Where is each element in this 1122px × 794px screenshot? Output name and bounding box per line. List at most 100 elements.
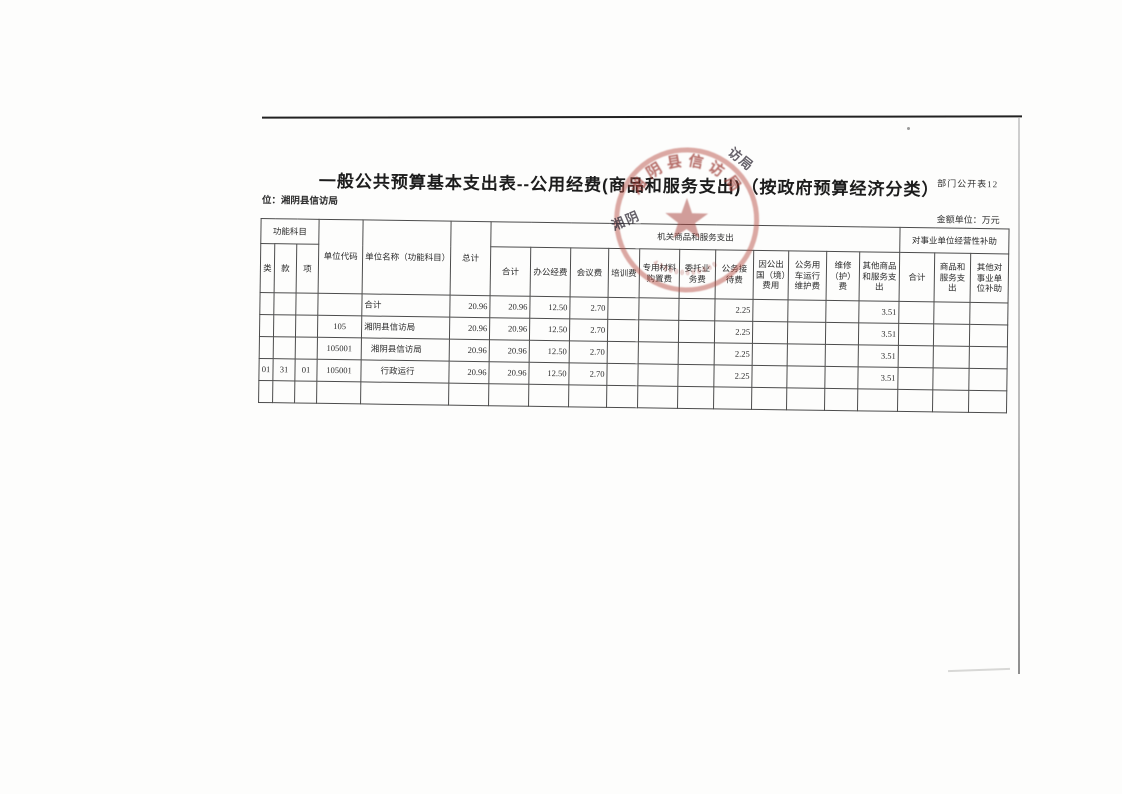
table-cell: 12.50	[529, 296, 571, 319]
table-cell	[932, 389, 969, 413]
table-cell	[787, 343, 826, 367]
table-cell: 01	[258, 358, 274, 381]
table-cell: 合计	[361, 293, 451, 318]
table-cell	[751, 387, 787, 410]
table-cell	[638, 319, 679, 343]
table-cell: 行政运行	[360, 359, 450, 384]
header-org-col: 公务接待费	[715, 249, 754, 300]
table-cell	[258, 380, 273, 403]
table-cell: 2.70	[568, 362, 608, 386]
table-cell: 20.96	[489, 295, 531, 319]
table-cell: 2.25	[713, 364, 753, 388]
header-subsidy-col: 其他对事业单位补助	[970, 253, 1009, 303]
table-cell	[448, 383, 489, 406]
table-cell	[787, 321, 826, 345]
scan-speck	[907, 127, 910, 130]
table-cell	[259, 314, 274, 337]
table-cell: 105001	[317, 337, 362, 360]
table-cell	[787, 299, 827, 323]
table-cell	[968, 368, 1008, 391]
table-cell	[677, 364, 715, 387]
table-cell: 12.50	[529, 318, 570, 341]
header-org-col: 培训费	[608, 248, 640, 298]
table-cell	[786, 387, 825, 411]
table-cell	[933, 345, 970, 369]
page-title: 一般公共预算基本支出表--公用经费(商品和服务支出)（按政府预算经济分类）	[318, 171, 940, 200]
table-cell	[488, 383, 529, 407]
table-cell	[259, 292, 275, 315]
paper-edge-shadow	[1018, 118, 1020, 674]
table-cell	[752, 299, 789, 322]
table-cell	[606, 385, 638, 408]
table-cell	[825, 344, 859, 367]
header-org-col: 会议费	[570, 247, 609, 298]
header-total: 总计	[450, 221, 492, 296]
table-cell	[825, 300, 860, 323]
header-item: 项	[296, 243, 319, 294]
header-subsidy-col: 合计	[899, 252, 935, 302]
table-cell: 20.96	[449, 317, 490, 340]
table-cell	[933, 323, 970, 347]
table-cell	[969, 346, 1008, 369]
header-unit-code: 单位代码	[318, 219, 364, 294]
table-cell	[898, 301, 935, 324]
table-cell	[968, 390, 1007, 413]
table-cell: 20.96	[449, 339, 490, 362]
table-cell	[786, 365, 826, 389]
table-cell	[677, 386, 714, 409]
table-cell	[898, 345, 934, 368]
seal-dark-ink-right: 访局	[725, 144, 757, 174]
table-cell	[607, 297, 640, 320]
table-cell: 3.51	[857, 366, 899, 390]
header-subsidy-group: 对事业单位经营性补助	[899, 227, 1010, 254]
header-org-col: 维修（护）费	[826, 251, 860, 301]
table-cell	[752, 321, 788, 344]
table-cell	[969, 302, 1009, 325]
table-cell: 2.25	[714, 320, 753, 344]
table-cell	[295, 336, 318, 360]
budget-table: 功能科目 单位代码 单位名称（功能科目） 总计 机关商品和服务支出 对事业单位经…	[258, 218, 1010, 413]
table-cell: 105	[317, 315, 362, 338]
header-org-col: 公务用车运行维护费	[788, 250, 827, 301]
table-cell	[638, 297, 680, 321]
table-cell	[638, 341, 679, 365]
table-cell	[272, 380, 295, 403]
table-cell: 105001	[316, 359, 362, 382]
table-cell	[752, 343, 788, 366]
table-cell: 12.50	[529, 340, 570, 363]
table-cell: 20.96	[449, 295, 491, 318]
table-cell	[606, 363, 639, 386]
table-cell	[824, 366, 859, 389]
table-cell	[294, 380, 317, 404]
table-cell	[360, 381, 449, 406]
table-cell	[295, 292, 319, 316]
table-cell: 20.96	[489, 339, 530, 363]
table-cell	[824, 388, 858, 411]
table-cell: 湘阴县信访局	[361, 315, 450, 340]
table-cell: 3.51	[858, 300, 900, 324]
table-cell	[678, 342, 715, 365]
table-cell: 3.51	[858, 344, 899, 368]
table-cell: 01	[294, 358, 318, 382]
table-cell	[295, 314, 318, 338]
table-cell	[568, 384, 607, 408]
table-cell	[897, 389, 933, 412]
table-cell	[857, 388, 898, 412]
table-cell	[528, 384, 569, 407]
table-cell	[897, 367, 934, 390]
table-cell	[932, 367, 970, 391]
table-cell	[273, 314, 296, 337]
table-cell	[637, 363, 679, 387]
table-cell	[273, 336, 296, 359]
table-cell: 3.51	[858, 322, 899, 346]
table-cell	[259, 336, 274, 359]
table-cell	[933, 301, 971, 325]
table-cell	[316, 381, 361, 404]
table-cell	[637, 385, 678, 409]
header-func-group: 功能科目	[260, 218, 320, 245]
table-cell	[751, 365, 788, 388]
table-cell	[678, 298, 716, 321]
table-cell	[607, 341, 639, 364]
